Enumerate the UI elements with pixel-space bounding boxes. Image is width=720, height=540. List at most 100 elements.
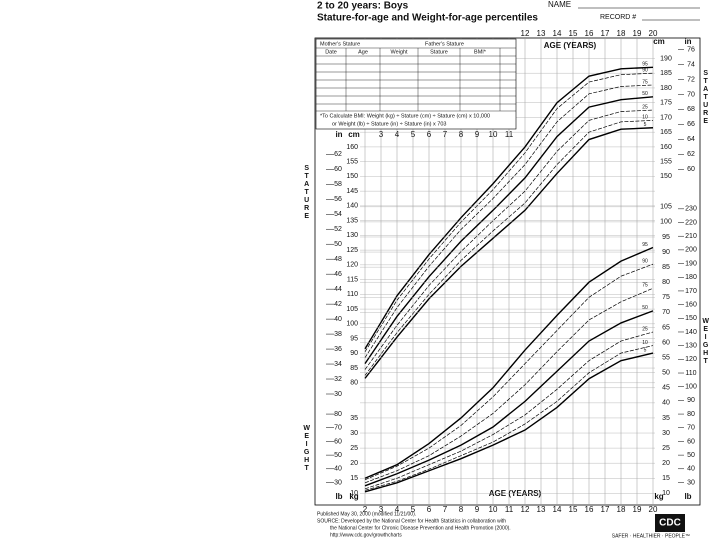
y2-tick-label: 120 bbox=[685, 356, 697, 363]
y-tick-label: 100 bbox=[660, 219, 672, 226]
subtitle: Stature-for-age and Weight-for-age perce… bbox=[317, 13, 538, 24]
y2-tick-label: 210 bbox=[685, 233, 697, 240]
y2-tick-label: 50 bbox=[334, 241, 342, 248]
y-tick-label: 90 bbox=[350, 350, 358, 357]
y2-tick-label: 58 bbox=[334, 181, 342, 188]
x-tick-label: 5 bbox=[411, 130, 416, 139]
title: 2 to 20 years: Boys bbox=[317, 1, 409, 12]
y2-tick-label: 42 bbox=[334, 301, 342, 308]
weight-side-label: WEIGHT bbox=[701, 318, 709, 366]
y-tick-label: 145 bbox=[346, 188, 358, 195]
x-tick-label: 11 bbox=[505, 130, 514, 139]
table-header: Stature bbox=[430, 49, 448, 55]
y2-tick-label: 60 bbox=[334, 166, 342, 173]
y2-tick-label: 150 bbox=[685, 315, 697, 322]
y-tick-label: 115 bbox=[347, 276, 358, 283]
record-label: RECORD # bbox=[600, 14, 636, 21]
table-header: Age bbox=[358, 49, 368, 55]
x-tick-label: 6 bbox=[427, 505, 432, 514]
y-tick-label: 175 bbox=[660, 100, 672, 107]
percentile-curve bbox=[364, 84, 654, 358]
father-stature: Father's Stature bbox=[425, 41, 464, 47]
x-tick-label: 18 bbox=[617, 29, 626, 38]
x-tick-label: 7 bbox=[443, 505, 448, 514]
y2-tick-label: 140 bbox=[685, 329, 697, 336]
x-tick-label: 10 bbox=[489, 505, 498, 514]
percentile-label: 90 bbox=[642, 68, 648, 74]
x-tick-label: 6 bbox=[427, 130, 432, 139]
x-tick-label: 4 bbox=[395, 130, 400, 139]
table-box bbox=[315, 38, 517, 130]
weight-side-label: WEIGHT bbox=[302, 425, 310, 473]
footer-line: Published May 30, 2000 (modified 11/21/0… bbox=[317, 511, 416, 517]
x-tick-label: 19 bbox=[633, 29, 642, 38]
y-tick-label: 95 bbox=[662, 234, 670, 241]
y2-tick-label: 80 bbox=[334, 411, 342, 418]
percentile-curve bbox=[364, 66, 654, 350]
y2-tick-label: 220 bbox=[685, 219, 697, 226]
unit-label: kg bbox=[654, 492, 663, 501]
y-tick-label: 10 bbox=[662, 490, 670, 497]
percentile-label: 50 bbox=[642, 305, 648, 311]
percentile-label: 50 bbox=[642, 91, 648, 97]
y2-tick-label: 70 bbox=[687, 425, 695, 432]
y2-tick-label: 38 bbox=[334, 331, 342, 338]
y2-tick-label: 30 bbox=[334, 391, 342, 398]
x-tick-label: 11 bbox=[505, 505, 514, 514]
x-tick-label: 17 bbox=[601, 29, 610, 38]
unit-label: cm bbox=[653, 37, 665, 46]
percentile-label: 75 bbox=[642, 79, 648, 85]
x-axis-title: AGE (YEARS) bbox=[489, 489, 542, 498]
y2-tick-label: 40 bbox=[687, 466, 695, 473]
percentile-label: 10 bbox=[642, 115, 648, 121]
x-tick-label: 14 bbox=[553, 29, 562, 38]
percentile-curve bbox=[364, 120, 654, 376]
percentile-curve bbox=[364, 246, 654, 479]
y2-tick-label: 180 bbox=[685, 274, 697, 281]
y-tick-label: 190 bbox=[660, 55, 672, 62]
x-tick-label: 19 bbox=[633, 505, 642, 514]
unit-label: kg bbox=[349, 492, 358, 501]
y-tick-label: 25 bbox=[350, 445, 358, 452]
y-tick-label: 20 bbox=[662, 460, 670, 467]
y2-tick-label: 90 bbox=[687, 397, 695, 404]
y-tick-label: 15 bbox=[662, 475, 670, 482]
y2-tick-label: 68 bbox=[687, 106, 695, 113]
percentile-label: 25 bbox=[642, 326, 648, 332]
logo-box bbox=[655, 514, 685, 532]
percentile-label: 5 bbox=[644, 347, 647, 353]
percentile-curve bbox=[364, 263, 654, 481]
footer-line: SOURCE: Developed by the National Center… bbox=[317, 518, 506, 524]
x-tick-label: 7 bbox=[443, 130, 448, 139]
stature-side-label: STATURE bbox=[303, 165, 310, 221]
y-tick-label: 35 bbox=[662, 415, 670, 422]
y2-tick-label: 34 bbox=[334, 361, 342, 368]
mother-stature: Mother's Stature bbox=[320, 41, 360, 47]
unit-label: in bbox=[335, 130, 342, 139]
y2-tick-label: 64 bbox=[687, 136, 695, 143]
x-tick-label: 13 bbox=[537, 505, 546, 514]
x-tick-label: 15 bbox=[569, 505, 578, 514]
percentile-label: 5 bbox=[644, 122, 647, 128]
y-tick-label: 130 bbox=[346, 232, 358, 239]
y2-tick-label: 44 bbox=[334, 286, 342, 293]
tagline: SAFER · HEALTHIER · PEOPLE™ bbox=[612, 533, 690, 539]
x-tick-label: 5 bbox=[411, 505, 416, 514]
record-table: Mother's Stature Father's Stature *To Ca… bbox=[315, 38, 517, 130]
y2-tick-label: 54 bbox=[334, 211, 342, 218]
chart-frame bbox=[314, 37, 701, 506]
x-tick-label: 20 bbox=[649, 505, 658, 514]
y-tick-label: 55 bbox=[662, 354, 670, 361]
y-tick-label: 40 bbox=[662, 400, 670, 407]
y2-tick-label: 74 bbox=[687, 61, 695, 68]
x-tick-label: 10 bbox=[489, 130, 498, 139]
y2-tick-label: 76 bbox=[687, 46, 695, 53]
y-tick-label: 85 bbox=[662, 264, 670, 271]
percentile-curve bbox=[364, 345, 654, 491]
y2-tick-label: 70 bbox=[334, 425, 342, 432]
x-tick-label: 12 bbox=[521, 29, 530, 38]
x-tick-label: 16 bbox=[585, 505, 594, 514]
percentile-curve bbox=[364, 287, 654, 484]
y2-tick-label: 46 bbox=[334, 271, 342, 278]
percentile-curve bbox=[364, 109, 654, 370]
